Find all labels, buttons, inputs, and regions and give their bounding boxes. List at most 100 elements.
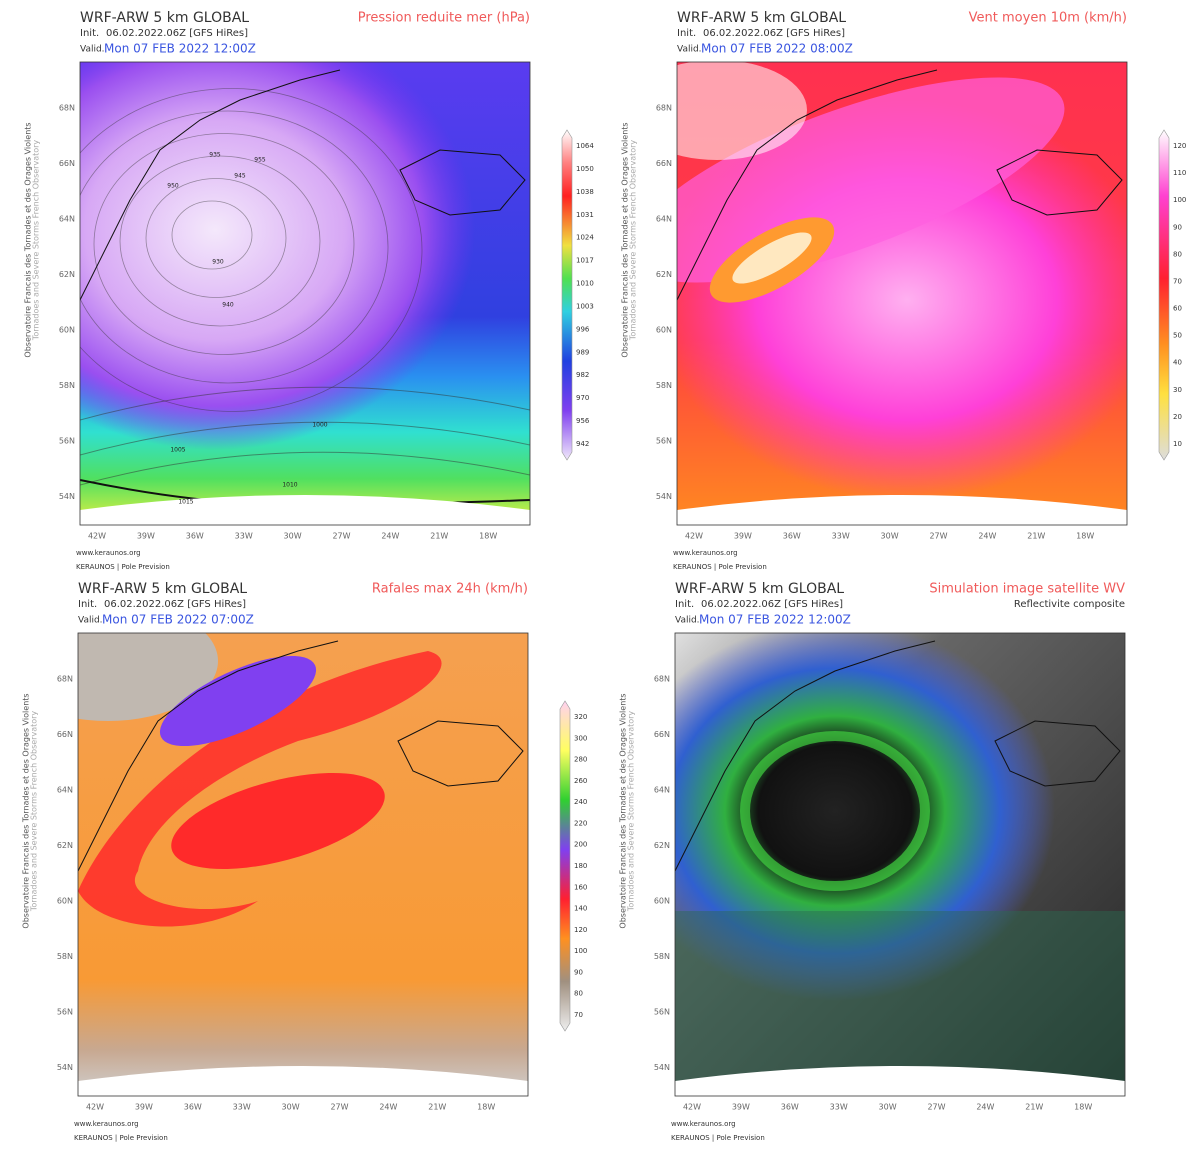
panel: WRF-ARW 5 km GLOBAL Vent moyen 10m (km/h)… — [621, 10, 1187, 571]
lat-label: 68N — [57, 675, 73, 684]
footer-text: KERAUNOS | Pole Prevision — [673, 563, 767, 571]
contour-label: 955 — [254, 157, 266, 164]
colorbar-label: 110 — [1173, 169, 1186, 177]
map — [675, 633, 1125, 1096]
colorbar-label: 10 — [1173, 440, 1182, 448]
domain-edge — [80, 495, 530, 525]
colorbar-label: 140 — [574, 905, 587, 913]
coastline — [675, 640, 936, 872]
colorbar-label: 260 — [574, 777, 587, 785]
lon-label: 39W — [137, 532, 155, 541]
lat-label: 60N — [654, 897, 670, 906]
colorbar-label: 20 — [1173, 413, 1182, 421]
lon-label: 21W — [430, 532, 448, 541]
lon-label: 21W — [1025, 1103, 1043, 1112]
land-ice — [677, 62, 807, 160]
lat-label: 58N — [656, 381, 672, 390]
colorbar-label: 90 — [574, 968, 583, 976]
colorbar-label: 1017 — [576, 257, 594, 265]
isobar — [80, 386, 530, 421]
lon-label: 36W — [186, 532, 204, 541]
map-frame — [79, 61, 531, 526]
lon-label: 24W — [381, 532, 399, 541]
valid-label: Valid. — [677, 45, 702, 55]
contour-label: 1000 — [312, 422, 327, 429]
colorbar — [1158, 129, 1170, 461]
isobar — [171, 200, 253, 270]
colorbar-label: 70 — [574, 1011, 583, 1019]
lat-label: 62N — [654, 841, 670, 850]
colorbar-label: 280 — [574, 756, 587, 764]
colorbar-label: 100 — [1173, 196, 1186, 204]
map-frame — [674, 632, 1126, 1097]
lon-label: 33W — [233, 1103, 251, 1112]
lat-label: 64N — [656, 215, 672, 224]
side-text: Tornadoes and Severe Storms French Obser… — [627, 711, 636, 913]
lon-label: 24W — [379, 1103, 397, 1112]
colorbar-label: 996 — [576, 325, 590, 333]
isobar — [80, 88, 423, 412]
map — [78, 633, 528, 1096]
colorbar-label: 1038 — [576, 188, 594, 196]
colorbar-label: 989 — [576, 348, 589, 356]
lat-label: 64N — [654, 786, 670, 795]
init-value: 06.02.2022.06Z [GFS HiRes] — [703, 28, 845, 39]
lat-label: 54N — [656, 492, 672, 501]
lat-label: 54N — [57, 1063, 73, 1072]
lat-label: 58N — [57, 952, 73, 961]
lat-label: 54N — [654, 1063, 670, 1072]
colorbar-label: 982 — [576, 371, 589, 379]
lat-label: 62N — [57, 841, 73, 850]
init-label: Init. — [675, 599, 694, 610]
iceland — [399, 149, 526, 216]
valid-value: Mon 07 FEB 2022 07:00Z — [102, 613, 254, 627]
panel: WRF-ARW 5 km GLOBAL Simulation image sate… — [619, 581, 1126, 1142]
lon-label: 33W — [832, 532, 850, 541]
contour-label: 1010 — [282, 482, 297, 489]
panel-title: WRF-ARW 5 km GLOBAL — [80, 10, 249, 26]
lat-label: 66N — [656, 159, 672, 168]
side-text: Tornadoes and Severe Storms French Obser… — [30, 711, 39, 913]
coastline — [677, 69, 938, 301]
lat-label: 64N — [57, 786, 73, 795]
side-text: Tornadoes and Severe Storms French Obser… — [32, 140, 41, 342]
lat-label: 68N — [59, 104, 75, 113]
colorbar-label: 60 — [1173, 305, 1182, 313]
colorbar-label: 1024 — [576, 234, 594, 242]
lon-label: 42W — [86, 1103, 104, 1112]
isobar — [80, 110, 389, 384]
lat-label: 58N — [654, 952, 670, 961]
colorbar-label: 956 — [576, 417, 590, 425]
gust-max — [159, 655, 317, 747]
footer-text: www.keraunos.org — [74, 1120, 139, 1128]
swirl — [675, 633, 1055, 1001]
domain-edge — [675, 1066, 1125, 1096]
colorbar-label: 70 — [1173, 277, 1182, 285]
contour-label: 950 — [167, 183, 179, 190]
map — [677, 62, 1127, 525]
wind-band — [677, 77, 1065, 283]
valid-label: Valid. — [78, 616, 103, 626]
lon-label: 18W — [479, 532, 497, 541]
isobar — [80, 421, 530, 456]
lat-label: 56N — [59, 437, 75, 446]
lon-label: 36W — [184, 1103, 202, 1112]
colorbar-label: 30 — [1173, 386, 1182, 394]
colorbar-label: 50 — [1173, 332, 1182, 340]
colorbar-label: 240 — [574, 798, 587, 806]
colorbar-label: 1003 — [576, 302, 594, 310]
lat-label: 68N — [656, 104, 672, 113]
isobar — [119, 155, 321, 327]
valid-value: Mon 07 FEB 2022 12:00Z — [699, 613, 851, 627]
lon-label: 18W — [1074, 1103, 1092, 1112]
isobar — [80, 451, 530, 486]
contour-label: 945 — [234, 173, 246, 180]
lat-label: 68N — [654, 675, 670, 684]
lon-label: 39W — [732, 1103, 750, 1112]
lat-label: 56N — [57, 1008, 73, 1017]
lat-label: 60N — [656, 326, 672, 335]
map-frame — [676, 61, 1128, 526]
low-pressure — [80, 62, 475, 450]
lat-label: 64N — [59, 215, 75, 224]
